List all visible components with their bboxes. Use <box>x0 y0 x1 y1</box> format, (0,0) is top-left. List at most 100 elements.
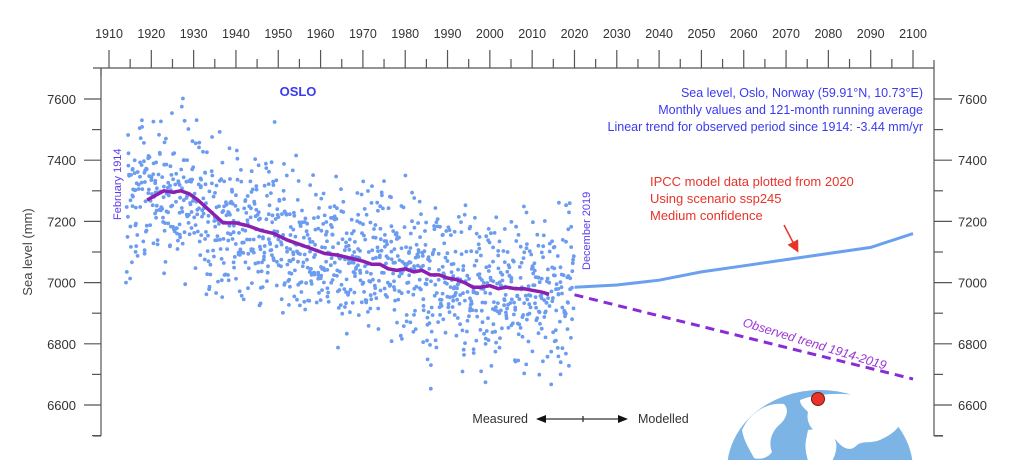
observed-trend-label: Observed trend 1914-2019 <box>741 315 888 372</box>
monthly-value-point <box>364 298 369 303</box>
monthly-value-point <box>411 292 416 297</box>
monthly-value-point <box>456 267 460 272</box>
monthly-value-point <box>439 304 444 308</box>
monthly-value-point <box>332 204 337 209</box>
monthly-value-point <box>426 310 431 314</box>
monthly-value-point <box>564 351 568 356</box>
monthly-value-point <box>543 335 548 340</box>
monthly-value-point <box>295 297 299 302</box>
monthly-value-point <box>256 260 261 265</box>
monthly-value-point <box>474 338 479 343</box>
monthly-value-point <box>246 251 251 256</box>
monthly-value-point <box>224 213 229 218</box>
monthly-value-point <box>553 273 557 278</box>
monthly-value-point <box>412 196 417 200</box>
monthly-value-point <box>230 201 235 206</box>
monthly-value-point <box>461 291 465 296</box>
monthly-value-point <box>300 264 305 269</box>
monthly-value-point <box>275 259 279 264</box>
monthly-value-point <box>166 221 171 226</box>
monthly-value-point <box>288 247 293 252</box>
monthly-value-point <box>474 258 479 263</box>
monthly-value-point <box>554 338 558 343</box>
monthly-value-point <box>342 248 347 253</box>
monthly-value-point <box>140 125 145 129</box>
monthly-value-point <box>147 187 151 192</box>
monthly-value-point <box>279 257 284 262</box>
monthly-value-point <box>363 237 368 242</box>
monthly-value-point <box>146 191 151 196</box>
monthly-value-point <box>162 184 166 189</box>
monthly-value-point <box>346 261 351 266</box>
monthly-value-point <box>363 264 367 269</box>
monthly-value-point <box>527 302 532 307</box>
monthly-value-point <box>488 291 493 296</box>
monthly-value-point <box>260 285 265 289</box>
monthly-value-point <box>276 215 281 220</box>
monthly-value-point <box>262 183 267 188</box>
monthly-value-point <box>555 346 560 350</box>
monthly-value-point <box>213 191 217 195</box>
monthly-value-point <box>368 279 373 284</box>
monthly-value-point <box>212 219 217 223</box>
monthly-value-point <box>170 111 174 115</box>
monthly-value-point <box>511 321 515 326</box>
monthly-value-point <box>271 179 275 184</box>
monthly-value-point <box>235 156 240 161</box>
monthly-value-point <box>239 293 244 298</box>
monthly-value-point <box>217 130 222 134</box>
monthly-value-point <box>446 302 451 306</box>
monthly-value-point <box>162 140 167 145</box>
monthly-value-point <box>506 325 511 330</box>
monthly-value-point <box>421 304 426 308</box>
monthly-value-point <box>567 363 571 368</box>
monthly-value-point <box>442 241 447 246</box>
monthly-value-point <box>135 254 140 258</box>
monthly-value-point <box>385 295 389 299</box>
monthly-value-point <box>441 232 445 237</box>
x-tick-label: 1980 <box>391 27 419 41</box>
monthly-value-point <box>514 239 519 243</box>
monthly-value-point <box>190 177 195 182</box>
x-tick-label: 2000 <box>476 27 504 41</box>
monthly-value-point <box>533 295 538 299</box>
monthly-value-point <box>219 177 224 182</box>
monthly-value-point <box>446 305 451 310</box>
monthly-value-point <box>489 231 493 236</box>
monthly-value-point <box>267 169 271 174</box>
monthly-value-point <box>492 300 496 304</box>
monthly-value-point <box>355 191 360 195</box>
monthly-value-point <box>325 286 330 291</box>
monthly-value-point <box>556 354 561 359</box>
monthly-value-point <box>557 200 561 205</box>
monthly-value-point <box>128 224 133 229</box>
monthly-value-point <box>404 319 409 324</box>
monthly-value-point <box>168 183 173 188</box>
monthly-value-point <box>407 273 412 278</box>
monthly-value-point <box>336 306 341 310</box>
monthly-value-point <box>433 338 438 343</box>
monthly-value-point <box>293 268 297 273</box>
monthly-value-point <box>441 317 446 322</box>
monthly-value-point <box>486 269 491 273</box>
monthly-value-point <box>251 250 256 255</box>
monthly-value-point <box>139 163 144 167</box>
monthly-value-point <box>426 255 431 260</box>
monthly-value-point <box>279 297 284 302</box>
monthly-value-point <box>432 293 437 298</box>
monthly-value-point <box>404 313 409 317</box>
monthly-value-point <box>494 305 498 309</box>
monthly-value-point <box>294 153 298 158</box>
measured-label: Measured <box>472 412 528 426</box>
monthly-value-point <box>477 272 482 276</box>
monthly-value-point <box>325 294 330 299</box>
monthly-value-point <box>248 215 253 220</box>
monthly-value-point <box>250 281 254 285</box>
monthly-value-point <box>130 260 134 265</box>
monthly-value-point <box>489 364 494 368</box>
y-left-tick-label: 7600 <box>47 92 76 107</box>
monthly-value-point <box>175 226 179 231</box>
y-left-tick-label: 6600 <box>47 398 76 413</box>
monthly-value-point <box>521 256 526 260</box>
monthly-value-point <box>412 313 416 317</box>
